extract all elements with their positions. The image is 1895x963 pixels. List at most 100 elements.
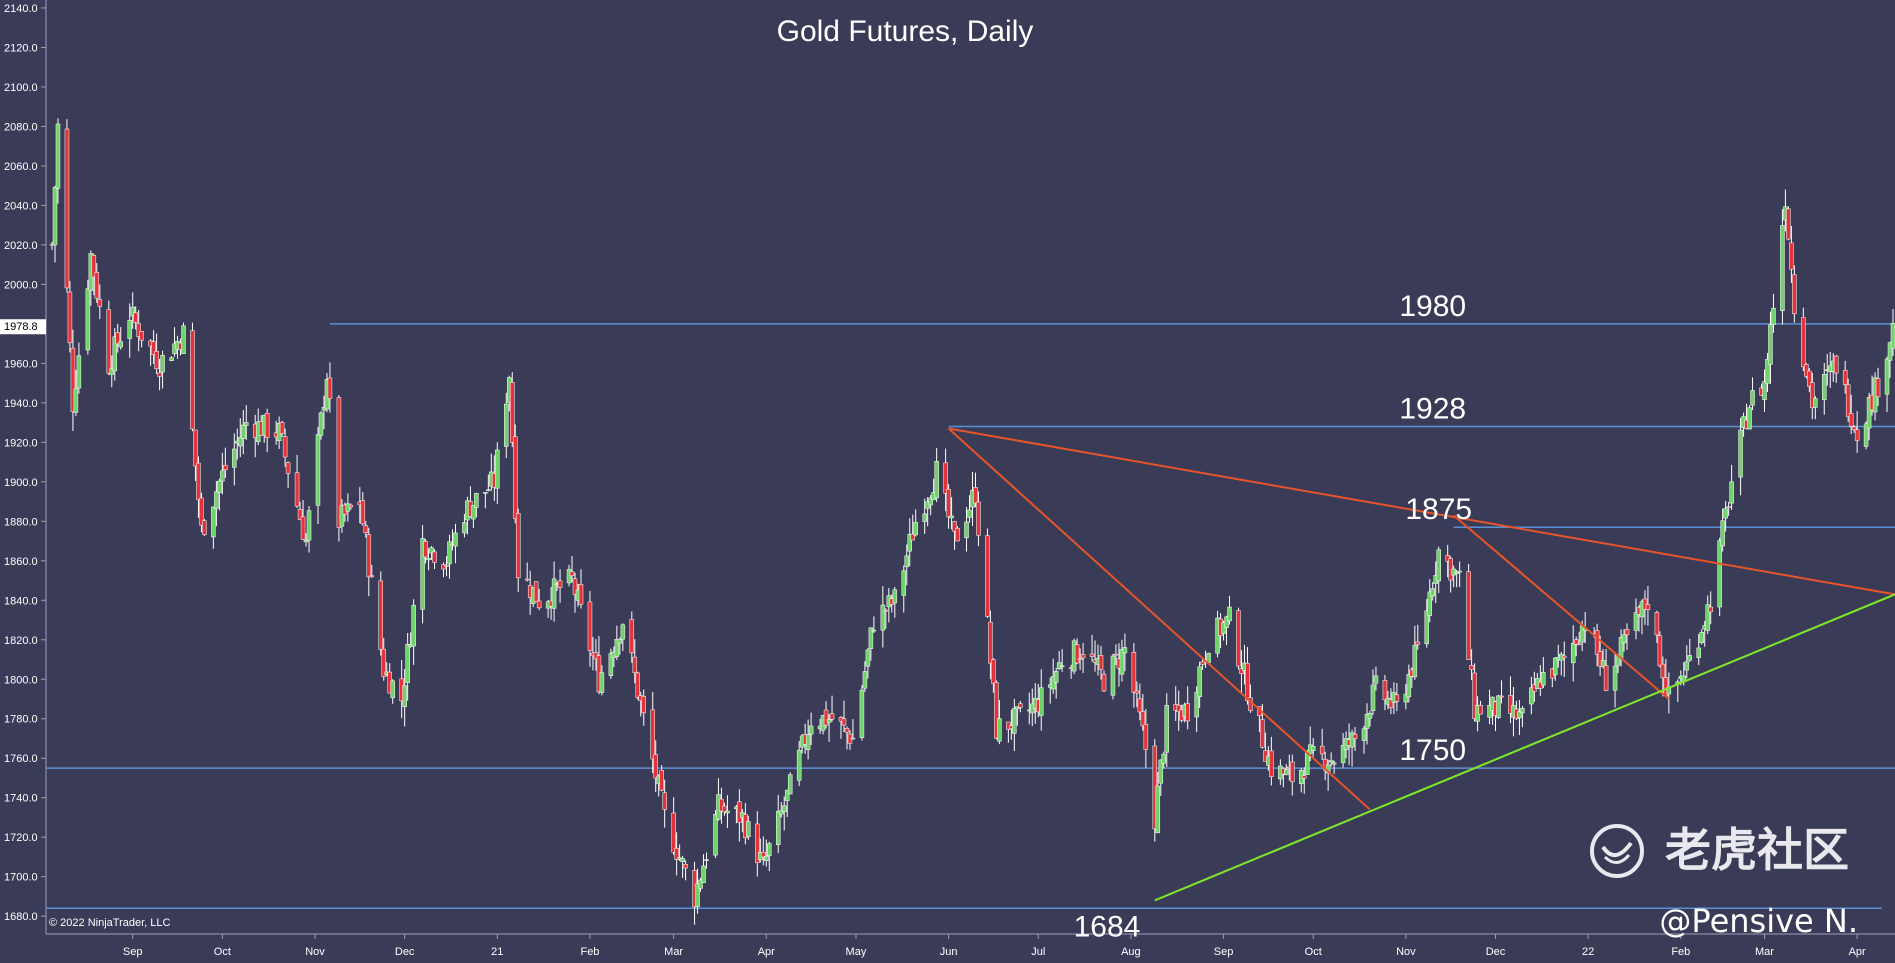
candle-body: [1723, 508, 1728, 519]
candle-body: [1077, 658, 1083, 661]
candle-down: [1469, 649, 1474, 681]
candle-body: [1436, 549, 1441, 582]
candle-body: [1804, 364, 1809, 377]
y-tick-label: 1780.0: [4, 714, 38, 726]
candle-body: [1310, 745, 1316, 751]
candle-body: [1089, 653, 1095, 657]
candle-body: [1708, 606, 1713, 613]
candle-body: [411, 604, 416, 647]
candle-body: [976, 501, 981, 536]
candle-up: [892, 586, 898, 618]
candle-up: [1720, 508, 1725, 552]
candle-down: [115, 323, 120, 353]
candle-body: [1406, 673, 1412, 698]
candle-body: [880, 604, 886, 631]
candle-down: [653, 740, 658, 792]
candle-body: [1012, 708, 1017, 734]
candle-body: [336, 397, 342, 528]
candle-down: [761, 836, 766, 866]
candle-body: [106, 309, 112, 374]
x-tick-label: Dec: [395, 946, 415, 958]
candle-body: [1331, 762, 1337, 765]
candle-body: [1771, 307, 1776, 325]
candle-down: [1708, 591, 1713, 625]
candle-body: [988, 621, 993, 664]
x-tick-label: Feb: [580, 946, 599, 958]
candle-body: [471, 505, 476, 520]
candle-body: [285, 462, 291, 474]
candle-body: [486, 489, 491, 491]
candle-up: [1340, 733, 1346, 768]
candle-up: [928, 494, 933, 516]
candle-body: [841, 718, 847, 726]
candle-body: [1018, 703, 1023, 708]
candle-body: [1807, 370, 1812, 387]
candle-down: [1290, 754, 1295, 796]
candle-body: [52, 186, 58, 246]
candle-up: [504, 392, 509, 459]
candle-body: [91, 254, 97, 278]
candle-up: [725, 795, 730, 829]
candle-body: [767, 843, 772, 857]
candle-down: [106, 300, 112, 376]
candle-body: [1110, 655, 1116, 696]
y-tick-label: 1720.0: [4, 832, 38, 844]
candle-body: [1074, 644, 1080, 664]
candle-up: [608, 648, 614, 679]
candle-up: [904, 544, 909, 586]
candle-up: [695, 868, 700, 914]
candle-up: [1729, 464, 1734, 510]
candle-body: [1221, 622, 1226, 634]
candle-up: [1364, 703, 1370, 745]
candle-body: [315, 434, 321, 506]
candle-down: [910, 514, 915, 541]
candle-up: [850, 719, 856, 740]
candle-down: [512, 424, 518, 524]
candle-down: [199, 492, 204, 533]
candle-up: [1328, 752, 1334, 767]
candle-down: [133, 306, 138, 330]
candle-up: [109, 355, 115, 388]
candle-up: [1158, 759, 1164, 796]
y-tick-label: 2080.0: [4, 121, 38, 133]
candle-down: [1654, 610, 1660, 643]
candle-body: [1717, 540, 1722, 608]
candle-body: [524, 578, 530, 581]
candle-up: [967, 495, 972, 523]
candle-down: [282, 428, 288, 468]
candle-body: [1373, 675, 1379, 684]
candle-down: [572, 572, 578, 613]
candle-up: [483, 491, 488, 509]
candle-up: [913, 509, 918, 537]
candle-down: [1466, 564, 1471, 661]
candle-body: [130, 306, 135, 317]
candle-up: [1284, 764, 1289, 776]
candle-down: [737, 789, 742, 842]
candle-up: [1361, 725, 1367, 754]
candle-body: [1887, 342, 1893, 361]
candle-body: [402, 685, 407, 708]
candle-body: [232, 448, 237, 468]
candle-down: [1499, 680, 1504, 704]
candle-body: [1053, 671, 1059, 683]
candle-body: [1388, 699, 1394, 708]
candle-body: [868, 627, 874, 649]
candle-up: [1227, 595, 1232, 625]
candle-body: [495, 449, 500, 489]
candle-body: [1884, 358, 1890, 395]
candle-body: [1810, 382, 1815, 409]
candle-up: [781, 796, 787, 831]
candle-up: [704, 852, 709, 869]
candle-up: [238, 418, 243, 458]
candle-down: [1239, 650, 1244, 693]
candle-down: [1394, 682, 1400, 712]
candle-body: [1290, 761, 1295, 783]
candle-down: [327, 362, 333, 413]
candle-up: [52, 185, 58, 263]
candle-down: [432, 548, 437, 569]
candle-body: [781, 805, 787, 813]
x-tick-label: Sep: [123, 946, 143, 958]
candle-body: [318, 412, 324, 436]
candle-down: [139, 331, 144, 348]
y-tick-label: 1700.0: [4, 872, 38, 884]
